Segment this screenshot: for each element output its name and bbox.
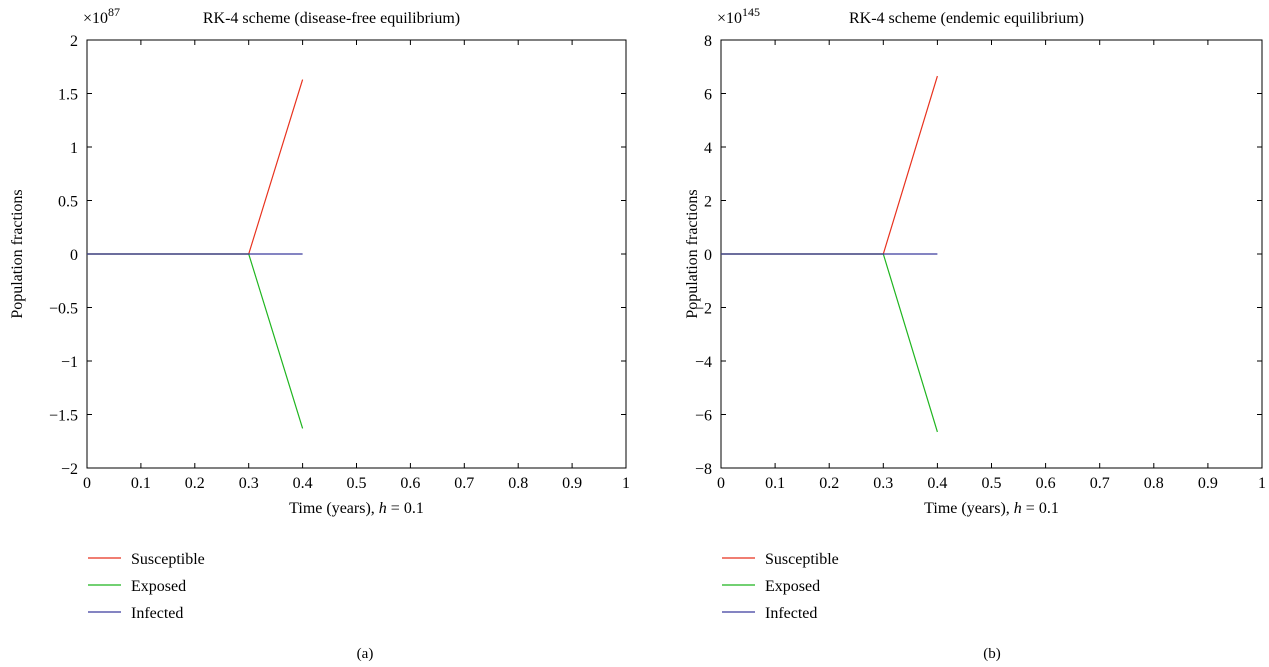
legend-label-exposed: Exposed [765,578,820,595]
panel-label: (a) [357,646,374,662]
x-tick-label: 1 [622,475,630,492]
x-tick-label: 0.1 [765,475,785,492]
y-exponent: ×10145 [717,5,760,27]
x-tick-label: 0.2 [185,475,205,492]
y-tick-label: −2 [61,461,78,478]
y-tick-label: −0.5 [49,301,78,318]
y-axis-label: Population fractions [9,189,26,318]
x-tick-label: 0.4 [927,475,947,492]
x-tick-label: 0.7 [454,475,474,492]
x-tick-label: 0.4 [293,475,313,492]
y-tick-label: −1.5 [49,408,78,425]
y-tick-label: −2 [695,301,712,318]
y-tick-label: 8 [704,33,712,50]
y-tick-label: 4 [704,140,712,157]
x-tick-label: 0.3 [239,475,259,492]
y-exponent: ×1087 [83,5,120,27]
x-tick-label: 0.6 [1036,475,1056,492]
y-tick-label: 6 [704,87,712,104]
legend-label-exposed: Exposed [131,578,186,595]
series-line-exposed [721,253,938,433]
x-tick-label: 0.7 [1090,475,1110,492]
y-tick-label: 1.5 [58,87,78,104]
legend-label-susceptible: Susceptible [131,551,205,568]
x-axis-label: Time (years), h = 0.1 [924,500,1059,517]
x-axis-label: Time (years), h = 0.1 [289,500,424,517]
x-tick-label: 0.8 [1144,475,1164,492]
chart-title: RK-4 scheme (endemic equilibrium) [849,10,1084,27]
series-line-susceptible [87,79,304,255]
x-tick-label: 0.8 [508,475,528,492]
y-tick-label: −1 [61,354,78,371]
y-exponent-base: ×10 [717,10,742,27]
y-exponent-power: 145 [742,5,760,19]
chart-panel-a: 0 0.1 0.2 0.3 0.4 0.5 0.6 0.7 0.8 0.9 1 −2 −1.5 −1 −0.… [9,5,630,662]
y-tick-label: 0 [70,247,78,264]
x-tick-label: 0.6 [400,475,420,492]
x-tick-label: 1 [1258,475,1266,492]
x-tick-label: 0.5 [347,475,367,492]
series-line-susceptible [721,75,938,255]
legend-label-susceptible: Susceptible [765,551,839,568]
x-axis-label-var: h [1014,500,1022,517]
y-tick-label: 0.5 [58,194,78,211]
x-axis-label-main: Time (years), [289,500,379,517]
x-axis-label-tail: = 0.1 [387,500,424,517]
x-tick-label: 0.3 [873,475,893,492]
y-tick-label: 2 [70,33,78,50]
panel-label: (b) [983,646,1001,662]
y-tick-label: 2 [704,194,712,211]
x-axis-label-tail: = 0.1 [1022,500,1059,517]
x-axis-label-var: h [379,500,387,517]
x-tick-label: 0.2 [819,475,839,492]
chart-title: RK-4 scheme (disease-free equilibrium) [203,10,460,27]
x-tick-label: 0 [83,475,91,492]
y-tick-label: −8 [695,461,712,478]
series-line-exposed [87,253,304,429]
y-tick-label: 1 [70,140,78,157]
legend-label-infected: Infected [131,605,183,622]
chart-panel-b: 0 0.1 0.2 0.3 0.4 0.5 0.6 0.7 0.8 0.9 1 −8 −6 −4 −2 0 2 4… [684,5,1266,662]
y-axis-label: Population fractions [684,189,701,318]
y-tick-label: −4 [695,354,712,371]
x-tick-label: 0.9 [1198,475,1218,492]
x-tick-label: 0.1 [131,475,151,492]
y-exponent-power: 87 [108,5,120,19]
x-tick-label: 0.5 [982,475,1002,492]
legend-label-infected: Infected [765,605,817,622]
y-tick-label: 0 [704,247,712,264]
y-exponent-base: ×10 [83,10,108,27]
x-tick-label: 0 [717,475,725,492]
y-tick-label: −6 [695,408,712,425]
x-axis-label-main: Time (years), [924,500,1014,517]
x-tick-label: 0.9 [562,475,582,492]
